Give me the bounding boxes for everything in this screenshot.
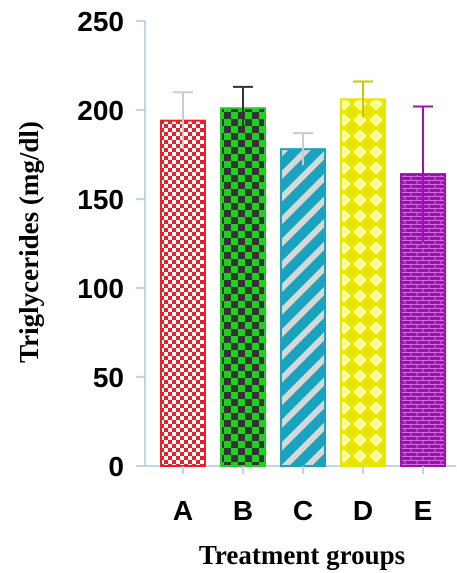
- y-ticks: 0 50 100 150 200 250: [77, 6, 145, 482]
- bar-b: [220, 107, 266, 467]
- x-tick-label-b: B: [233, 495, 253, 526]
- x-axis-title: Treatment groups: [199, 540, 405, 570]
- x-tick-label-a: A: [173, 495, 193, 526]
- y-tick-label: 50: [93, 362, 124, 393]
- y-tick-label: 150: [77, 184, 124, 215]
- error-bars: [173, 80, 433, 242]
- y-axis-title: Triglycerides (mg/dl): [14, 121, 44, 363]
- bar-d: [340, 98, 386, 467]
- y-tick-label: 250: [77, 6, 124, 37]
- bar-c: [280, 148, 326, 467]
- bar-a: [160, 119, 206, 468]
- y-tick-label: 100: [77, 273, 124, 304]
- x-tick-label-c: C: [293, 495, 313, 526]
- x-ticks: A B C D E: [173, 466, 432, 526]
- x-tick-label-d: D: [353, 495, 373, 526]
- y-tick-label: 200: [77, 95, 124, 126]
- y-tick-label: 0: [108, 451, 124, 482]
- bars: [160, 98, 446, 468]
- x-tick-label-e: E: [414, 495, 433, 526]
